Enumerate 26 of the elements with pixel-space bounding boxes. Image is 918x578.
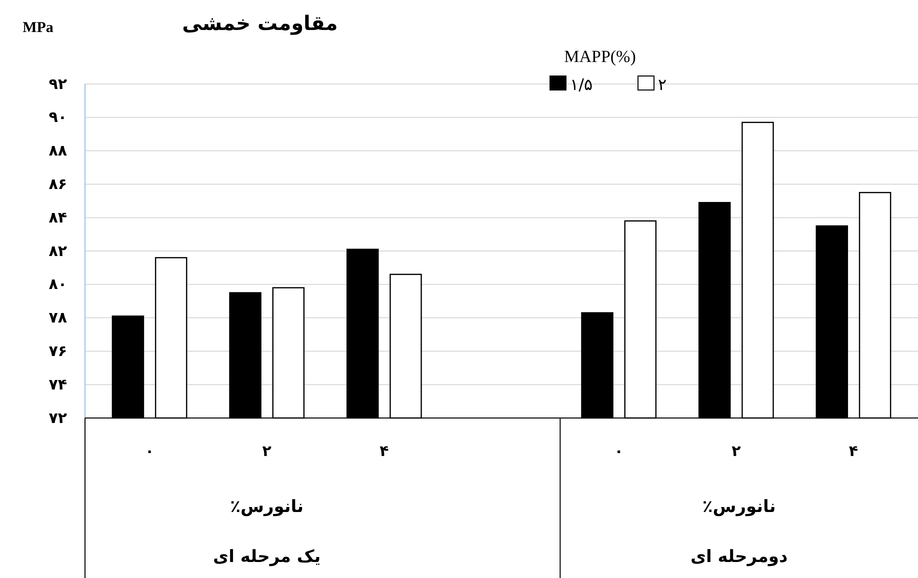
y-tick-label: ۸۶ bbox=[48, 175, 67, 193]
text: دومرحله ای bbox=[690, 547, 788, 567]
y-tick-label: ۷۴ bbox=[48, 375, 67, 394]
chart-title: مقاومت خمشی bbox=[182, 11, 338, 35]
y-tick-label: ۸۴ bbox=[48, 208, 67, 226]
y-tick-label: ۸۲ bbox=[48, 242, 67, 260]
y-tick-label: ۸۰ bbox=[48, 275, 67, 294]
x-tick-label: ۴ bbox=[848, 442, 858, 460]
y-tick-label: ۹۲ bbox=[48, 74, 67, 93]
y-tick-label: ۷۶ bbox=[48, 342, 67, 360]
y-tick-label: ۷۸ bbox=[48, 308, 67, 327]
x-tick-label: ۰ bbox=[614, 442, 624, 460]
legend-label: ۱/۵ bbox=[570, 75, 593, 94]
x-tick-label: ۴ bbox=[380, 442, 389, 460]
x-tick-label: ۰ bbox=[144, 442, 154, 460]
text: نانورس٪ bbox=[702, 497, 776, 517]
legend-title: MAPP(%) bbox=[564, 47, 636, 66]
y-tick-label: ۹۰ bbox=[48, 108, 67, 126]
text: یک مرحله ای bbox=[213, 547, 321, 567]
x-tick-label: ۲ bbox=[732, 442, 741, 460]
y-axis-title: MPa bbox=[22, 20, 54, 36]
legend-label: ۲ bbox=[658, 75, 667, 94]
y-tick-label: ۸۸ bbox=[48, 142, 67, 160]
y-tick-label: ۷۲ bbox=[48, 408, 67, 427]
x-tick-label: ۲ bbox=[262, 442, 272, 460]
text: نانورس٪ bbox=[230, 497, 304, 517]
